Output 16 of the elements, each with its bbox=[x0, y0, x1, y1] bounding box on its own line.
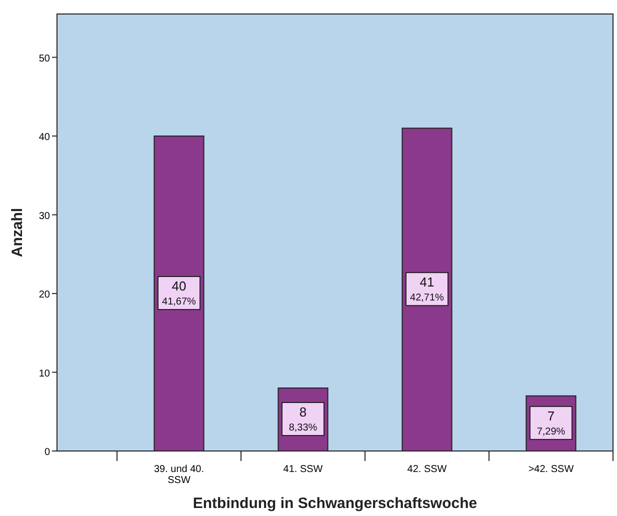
y-tick-label: 50 bbox=[38, 53, 50, 64]
x-tick-label: >42. SSW bbox=[528, 464, 574, 475]
data-label: 40 41,67% bbox=[162, 278, 196, 308]
y-tick-label: 20 bbox=[38, 290, 50, 301]
y-tick-label: 0 bbox=[44, 447, 50, 458]
y-tick-label: 10 bbox=[38, 368, 50, 380]
x-tick-label: 42. SSW bbox=[407, 464, 448, 475]
y-tick-label: 40 bbox=[38, 132, 50, 144]
data-label: 41 42,71% bbox=[410, 274, 444, 304]
x-axis-title: Entbindung in Schwangerschaftswoche bbox=[192, 495, 478, 512]
data-label: 8 8,33% bbox=[288, 404, 318, 434]
y-axis-title: Anzahl bbox=[9, 208, 26, 258]
x-tick-label: 41. SSW bbox=[283, 464, 324, 475]
y-tick-label: 30 bbox=[38, 210, 50, 222]
data-label: 7 7,29% bbox=[536, 408, 566, 438]
x-tick-label: 39. und 40. SSW bbox=[154, 464, 204, 486]
